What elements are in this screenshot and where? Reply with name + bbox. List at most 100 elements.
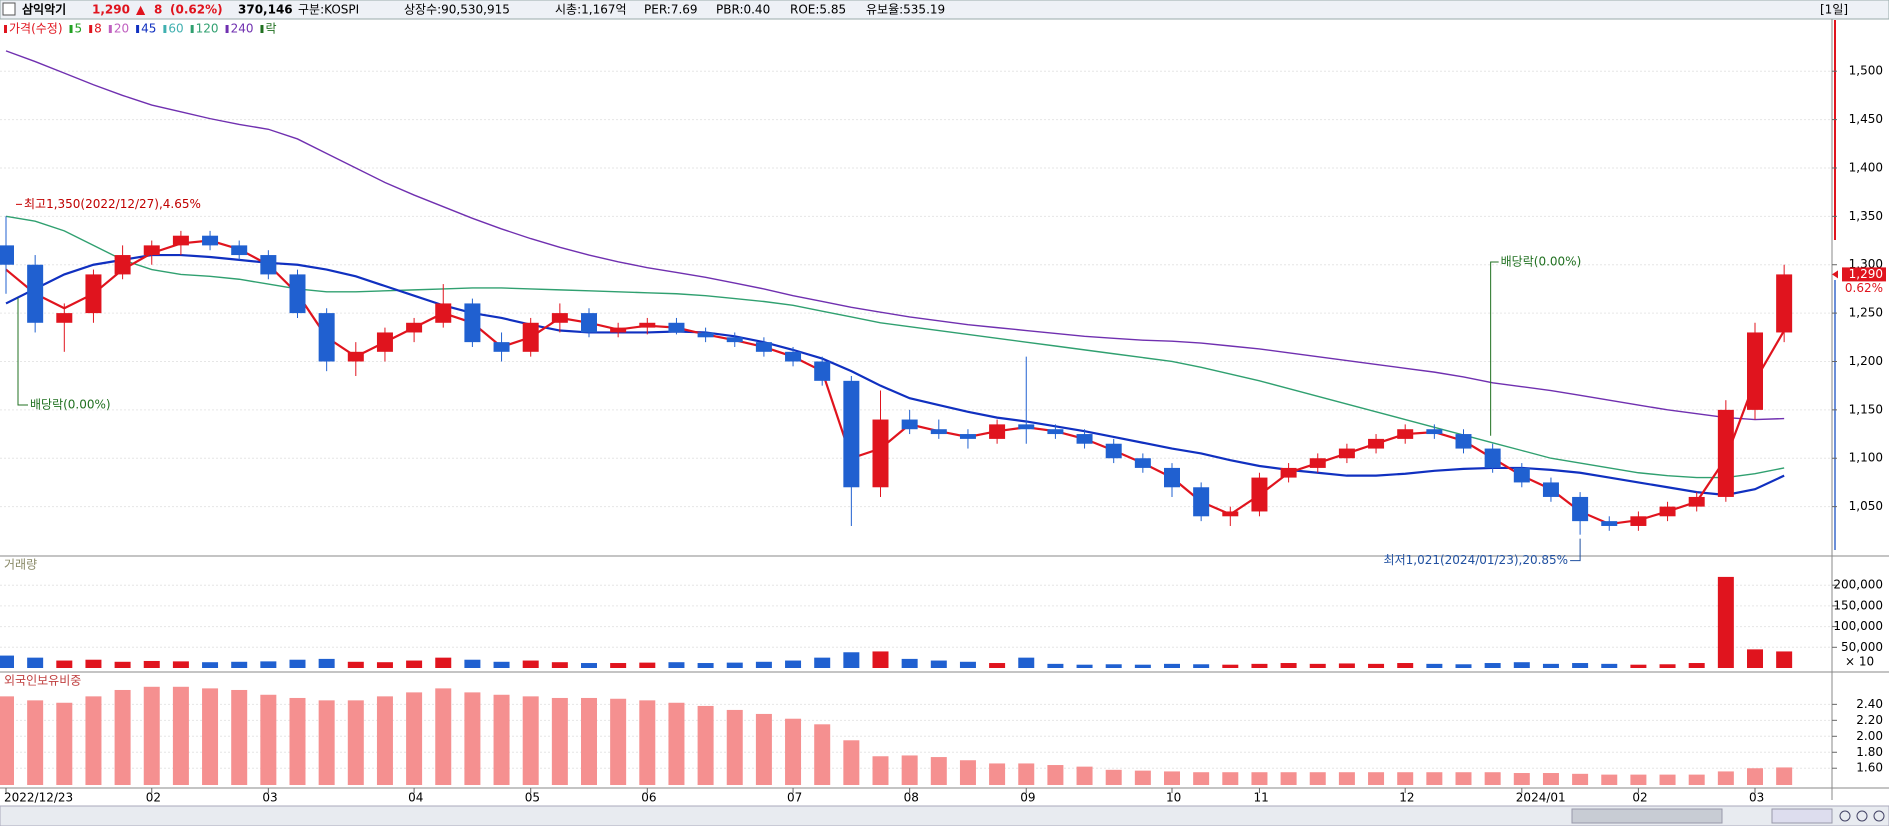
- zoom-button[interactable]: [1856, 810, 1868, 822]
- bar: [1572, 663, 1589, 668]
- bar: [1338, 772, 1355, 785]
- bar: [843, 652, 860, 668]
- roe: ROE:5.85: [790, 3, 846, 17]
- candle-body: [27, 264, 44, 323]
- x-tick-label: 07: [787, 791, 802, 805]
- legend-swatch: [69, 25, 73, 33]
- candle-body: [406, 322, 423, 333]
- candle-body: [1105, 443, 1122, 459]
- period[interactable]: [1일]: [1820, 3, 1848, 17]
- zoom-button[interactable]: [1839, 810, 1851, 822]
- bar: [581, 697, 597, 785]
- bar: [1193, 664, 1210, 668]
- legend-label: 8: [94, 22, 102, 36]
- panel-title: 거래량: [4, 558, 37, 572]
- candle-body: [1222, 511, 1239, 517]
- bar: [376, 696, 393, 785]
- legend-label: 5: [75, 22, 83, 36]
- bar: [464, 692, 481, 785]
- zoom-button[interactable]: [1873, 810, 1885, 822]
- bar: [989, 663, 1006, 668]
- bar: [1047, 663, 1064, 668]
- y-tick-label: 1,050: [1849, 499, 1883, 513]
- legend-swatch: [190, 25, 194, 33]
- bar: [260, 694, 277, 785]
- bar: [1659, 774, 1676, 785]
- bar: [1776, 767, 1793, 785]
- scroll-thumb[interactable]: [1571, 808, 1723, 824]
- candle-body: [610, 327, 627, 333]
- x-tick-label: 03: [1749, 791, 1764, 805]
- bar: [435, 657, 452, 668]
- bar: [551, 662, 568, 668]
- bar: [610, 698, 627, 785]
- bar: [1397, 663, 1414, 668]
- bar: [522, 696, 539, 785]
- y-tick-label: 1,250: [1849, 306, 1883, 320]
- candle-body: [522, 322, 539, 352]
- bar: [318, 700, 335, 785]
- x-tick-label: 05: [525, 791, 540, 805]
- annotation: 최저1,021(2024/01/23),20.85%: [1384, 553, 1569, 567]
- candle-body: [1018, 424, 1035, 430]
- bar: [1309, 772, 1326, 785]
- pbr: PBR:0.40: [716, 3, 770, 17]
- bar: [639, 700, 656, 785]
- candle-body: [56, 313, 73, 323]
- zoom-slider[interactable]: [1771, 808, 1833, 824]
- bar: [1280, 772, 1297, 785]
- legend-label: 120: [196, 22, 219, 36]
- candle-body: [1776, 274, 1793, 333]
- bar: [231, 661, 248, 668]
- candle-body: [930, 429, 947, 435]
- legend-swatch: [108, 25, 112, 33]
- bar: [1134, 770, 1151, 785]
- bar: [1630, 664, 1647, 668]
- bar: [289, 697, 306, 785]
- bar: [959, 760, 976, 785]
- price-tag-bg: [1842, 267, 1886, 282]
- bar: [843, 740, 860, 785]
- candle-body: [1076, 434, 1093, 444]
- legend-swatch: [260, 25, 264, 33]
- x-tick-label: 04: [408, 791, 423, 805]
- candle-body: [639, 322, 656, 328]
- annotation: 배당락(0.00%): [30, 398, 111, 412]
- bar: [872, 756, 889, 785]
- bar: [901, 658, 918, 668]
- candle-body: [493, 342, 510, 352]
- bar: [1513, 662, 1530, 668]
- price-tag-pct: 0.62%: [1845, 281, 1883, 295]
- candle-body: [260, 255, 277, 275]
- candle-body: [1309, 458, 1326, 468]
- candle-body: [581, 313, 597, 333]
- bar: [1076, 664, 1093, 668]
- candle-body: [1426, 429, 1443, 435]
- bar: [1076, 766, 1093, 785]
- bar: [27, 700, 44, 785]
- annotation: 배당락(0.00%): [1501, 255, 1582, 269]
- bar: [143, 686, 160, 785]
- x-tick-label: 2024/01: [1516, 791, 1566, 805]
- y-tick-label: 2.00: [1856, 729, 1883, 743]
- bar: [347, 661, 364, 668]
- checkbox[interactable]: [2, 2, 16, 16]
- bar: [1717, 771, 1734, 785]
- moving-average: [5, 50, 1785, 421]
- bar: [1484, 663, 1501, 668]
- moving-average: [5, 253, 1785, 497]
- bar: [1164, 663, 1180, 668]
- candle-body: [1338, 448, 1355, 459]
- bar: [406, 692, 423, 785]
- bar: [1688, 774, 1705, 785]
- candle-body: [1484, 448, 1501, 468]
- bar: [1601, 774, 1618, 785]
- y-tick-label: 1,450: [1849, 112, 1883, 126]
- candle-body: [843, 380, 860, 488]
- candle-body: [85, 274, 102, 314]
- scroll-bar[interactable]: [0, 805, 1889, 826]
- x-tick-label: 02: [1632, 791, 1647, 805]
- volume-unit: × 10: [1845, 655, 1874, 669]
- bar: [1338, 663, 1355, 668]
